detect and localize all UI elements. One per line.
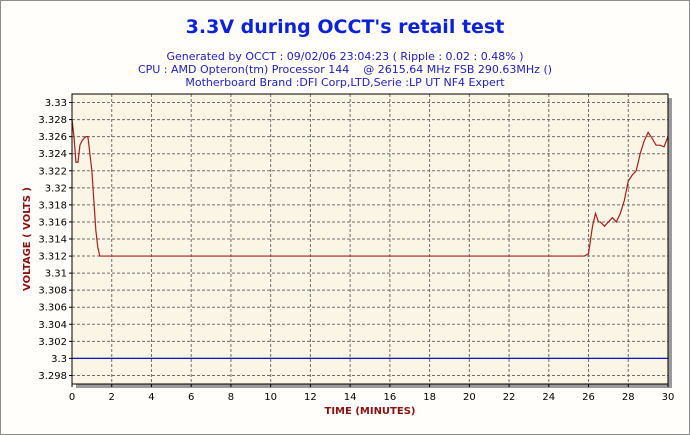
x-axis-title: TIME (MINUTES) (325, 406, 416, 417)
y-tick-label: 3.298 (38, 371, 67, 382)
x-tick-label: 14 (344, 392, 357, 403)
subtitle-generated: Generated by OCCT : 09/02/06 23:04:23 ( … (166, 50, 524, 63)
x-tick-label: 0 (69, 392, 75, 403)
y-tick-label: 3.312 (38, 252, 67, 263)
y-tick-label: 3.302 (38, 337, 67, 348)
x-tick-label: 24 (542, 392, 555, 403)
x-tick-label: 30 (662, 392, 675, 403)
x-tick-label: 18 (423, 392, 436, 403)
y-tick-label: 3.33 (45, 98, 67, 109)
x-tick-label: 2 (109, 392, 115, 403)
x-tick-label: 22 (503, 392, 516, 403)
y-tick-label: 3.322 (38, 166, 67, 177)
y-tick-labels: 3.298 3.3 3.302 3.304 3.306 3.308 3.31 3.312 3.3… (38, 98, 67, 382)
y-tick-label: 3.308 (38, 286, 67, 297)
y-tick-label: 3.326 (38, 132, 67, 143)
series-group (71, 119, 669, 360)
y-tick-label: 3.32 (45, 183, 67, 194)
x-tick-label: 28 (622, 392, 635, 403)
subtitle-motherboard: Motherboard Brand :DFI Corp,LTD,Serie :L… (185, 76, 505, 89)
x-tick-label: 8 (228, 392, 234, 403)
y-tick-label: 3.314 (38, 235, 67, 246)
y-tick-label: 3.31 (45, 269, 67, 280)
chart-title: 3.3V during OCCT's retail test (185, 16, 505, 38)
x-tick-labels: 0 2 4 6 8 10 12 14 16 18 20 22 24 26 28 30 (69, 392, 675, 403)
x-tick-label: 6 (188, 392, 194, 403)
y-tick-label: 3.304 (38, 320, 67, 331)
y-tick-label: 3.324 (38, 149, 67, 160)
y-tick-label: 3.306 (38, 303, 67, 314)
y-tick-label: 3.328 (38, 115, 67, 126)
series-line-0 (71, 119, 669, 257)
subtitle-cpu: CPU : AMD Opteron(tm) Processor 144 @ 26… (137, 63, 553, 76)
axes (69, 93, 669, 387)
x-tick-label: 4 (148, 392, 154, 403)
y-axis-title: VOLTAGE ( VOLTS ) (22, 187, 33, 291)
y-tick-label: 3.316 (38, 217, 67, 228)
y-tick-label: 3.3 (51, 354, 67, 365)
x-tick-label: 12 (304, 392, 317, 403)
grid (72, 94, 668, 384)
x-tick-label: 20 (463, 392, 476, 403)
x-tick-label: 16 (383, 392, 396, 403)
y-tick-label: 3.318 (38, 200, 67, 211)
x-tick-label: 10 (264, 392, 277, 403)
x-tick-label: 26 (582, 392, 595, 403)
